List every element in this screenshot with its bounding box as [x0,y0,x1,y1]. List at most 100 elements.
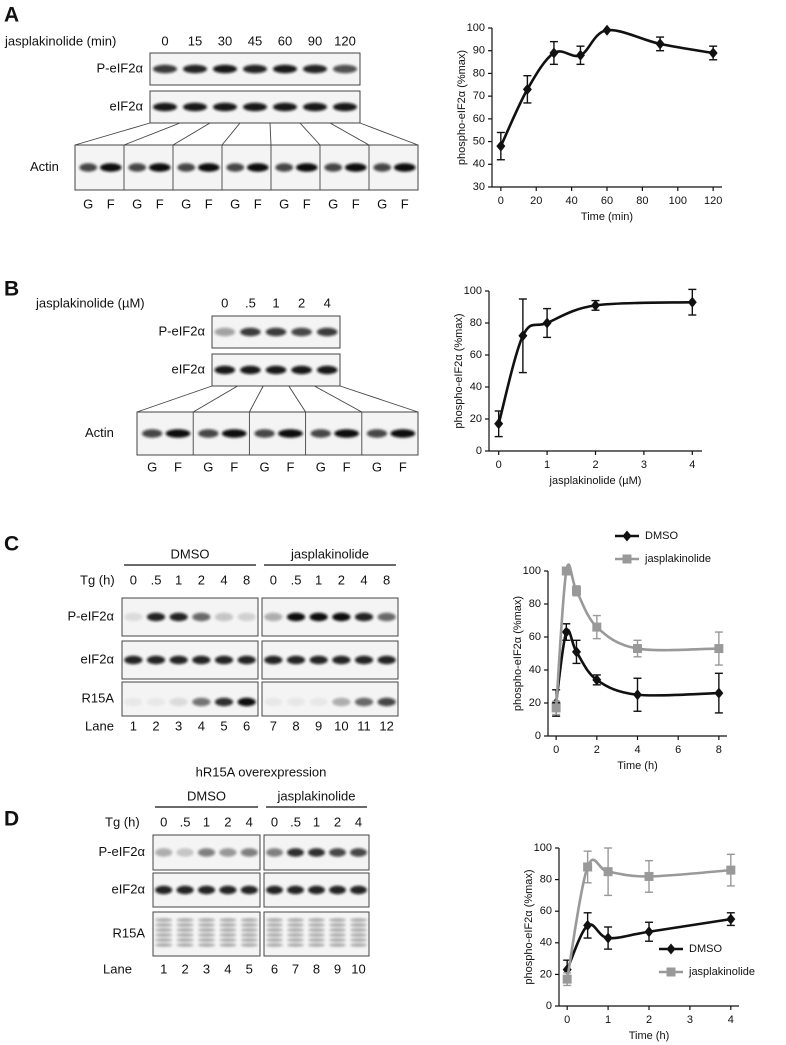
band [286,612,306,622]
fit-line [554,628,719,704]
row-label: R15A [112,925,145,940]
band [266,933,283,937]
group-label: jasplakinolide [276,788,355,803]
lane-label: 2 [198,572,205,587]
row-label: eIF2α [109,98,143,113]
fraction-label: F [107,196,115,211]
marker [603,867,613,877]
x-axis-label: jasplakinolide (µM) [549,475,642,487]
marker [592,674,602,686]
lane-label: .5 [180,814,191,829]
x-tick-label: 120 [704,195,722,207]
band [124,655,143,665]
band [240,943,258,947]
fraction-label: F [399,459,407,474]
fraction-label: G [203,459,213,474]
marker [561,566,571,576]
panel-letter: A [4,4,19,27]
marker [726,865,736,875]
lane-number: 9 [315,718,322,733]
band [366,429,388,438]
band [192,697,211,707]
band [155,885,173,895]
fraction-label: F [254,196,262,211]
marker [644,926,654,938]
band [176,928,194,932]
lane-number: 5 [246,961,253,976]
band [350,885,367,895]
lane-label: 1 [175,572,182,587]
treatment-label: jasplakinolide (min) [4,33,116,48]
band [333,102,357,112]
band [254,429,275,438]
marker [551,703,561,713]
band [214,655,234,665]
fit-line [554,563,719,709]
band [197,928,216,932]
lane-number: 6 [243,718,250,733]
band [291,365,312,375]
band [124,697,143,707]
band [393,163,416,172]
y-tick-label: 90 [473,45,485,57]
x-tick-label: 80 [636,195,648,207]
band [266,938,283,942]
legend-label: jasplakinolide [688,966,755,978]
x-tick-label: 0 [498,195,504,207]
fraction-label: G [83,196,93,211]
marker [726,913,736,925]
lane-label: 1 [313,814,320,829]
band [153,64,177,74]
x-tick-label: 100 [669,195,687,207]
band [309,612,328,622]
band [214,612,234,622]
fraction-label: F [352,196,360,211]
band [350,848,367,857]
band [197,848,216,857]
lane-number: 4 [224,961,231,976]
band [329,943,346,947]
marker [666,967,676,977]
fraction-label: G [230,196,240,211]
band [287,943,304,947]
blot-row [261,597,399,637]
x-tick-label: 1 [544,459,550,471]
fraction-label: G [279,196,289,211]
x-tick-label: 3 [687,1014,693,1026]
row-label: R15A [81,690,114,705]
band [329,848,346,857]
treatment-label: Tg (h) [105,814,140,829]
lane-label: .5 [291,572,302,587]
band [197,938,216,942]
x-tick-label: 2 [592,459,598,471]
marker [603,932,613,944]
header: hR15A overexpression [196,764,327,779]
marker [494,418,504,430]
band [146,655,166,665]
lane-label: Lane [103,961,132,976]
band [308,943,325,947]
band [286,655,306,665]
y-axis-label: phospho-eIF2α (%max) [453,313,465,428]
lane-number: 11 [357,718,371,733]
band [169,697,188,707]
connector [359,122,419,146]
band [303,102,327,112]
x-tick-label: 3 [641,459,647,471]
marker [575,49,585,61]
y-tick-label: 100 [467,22,485,34]
band [240,327,261,337]
marker [518,330,528,342]
x-tick-label: 2 [594,744,600,756]
lane-label: 0 [221,295,228,310]
group-label: DMSO [187,788,226,803]
lane-label: 4 [220,572,227,587]
band [377,612,396,622]
band [99,163,122,172]
band [350,928,367,932]
band [237,655,256,665]
band [287,848,304,857]
lane-number: 10 [351,961,365,976]
band [176,923,194,927]
